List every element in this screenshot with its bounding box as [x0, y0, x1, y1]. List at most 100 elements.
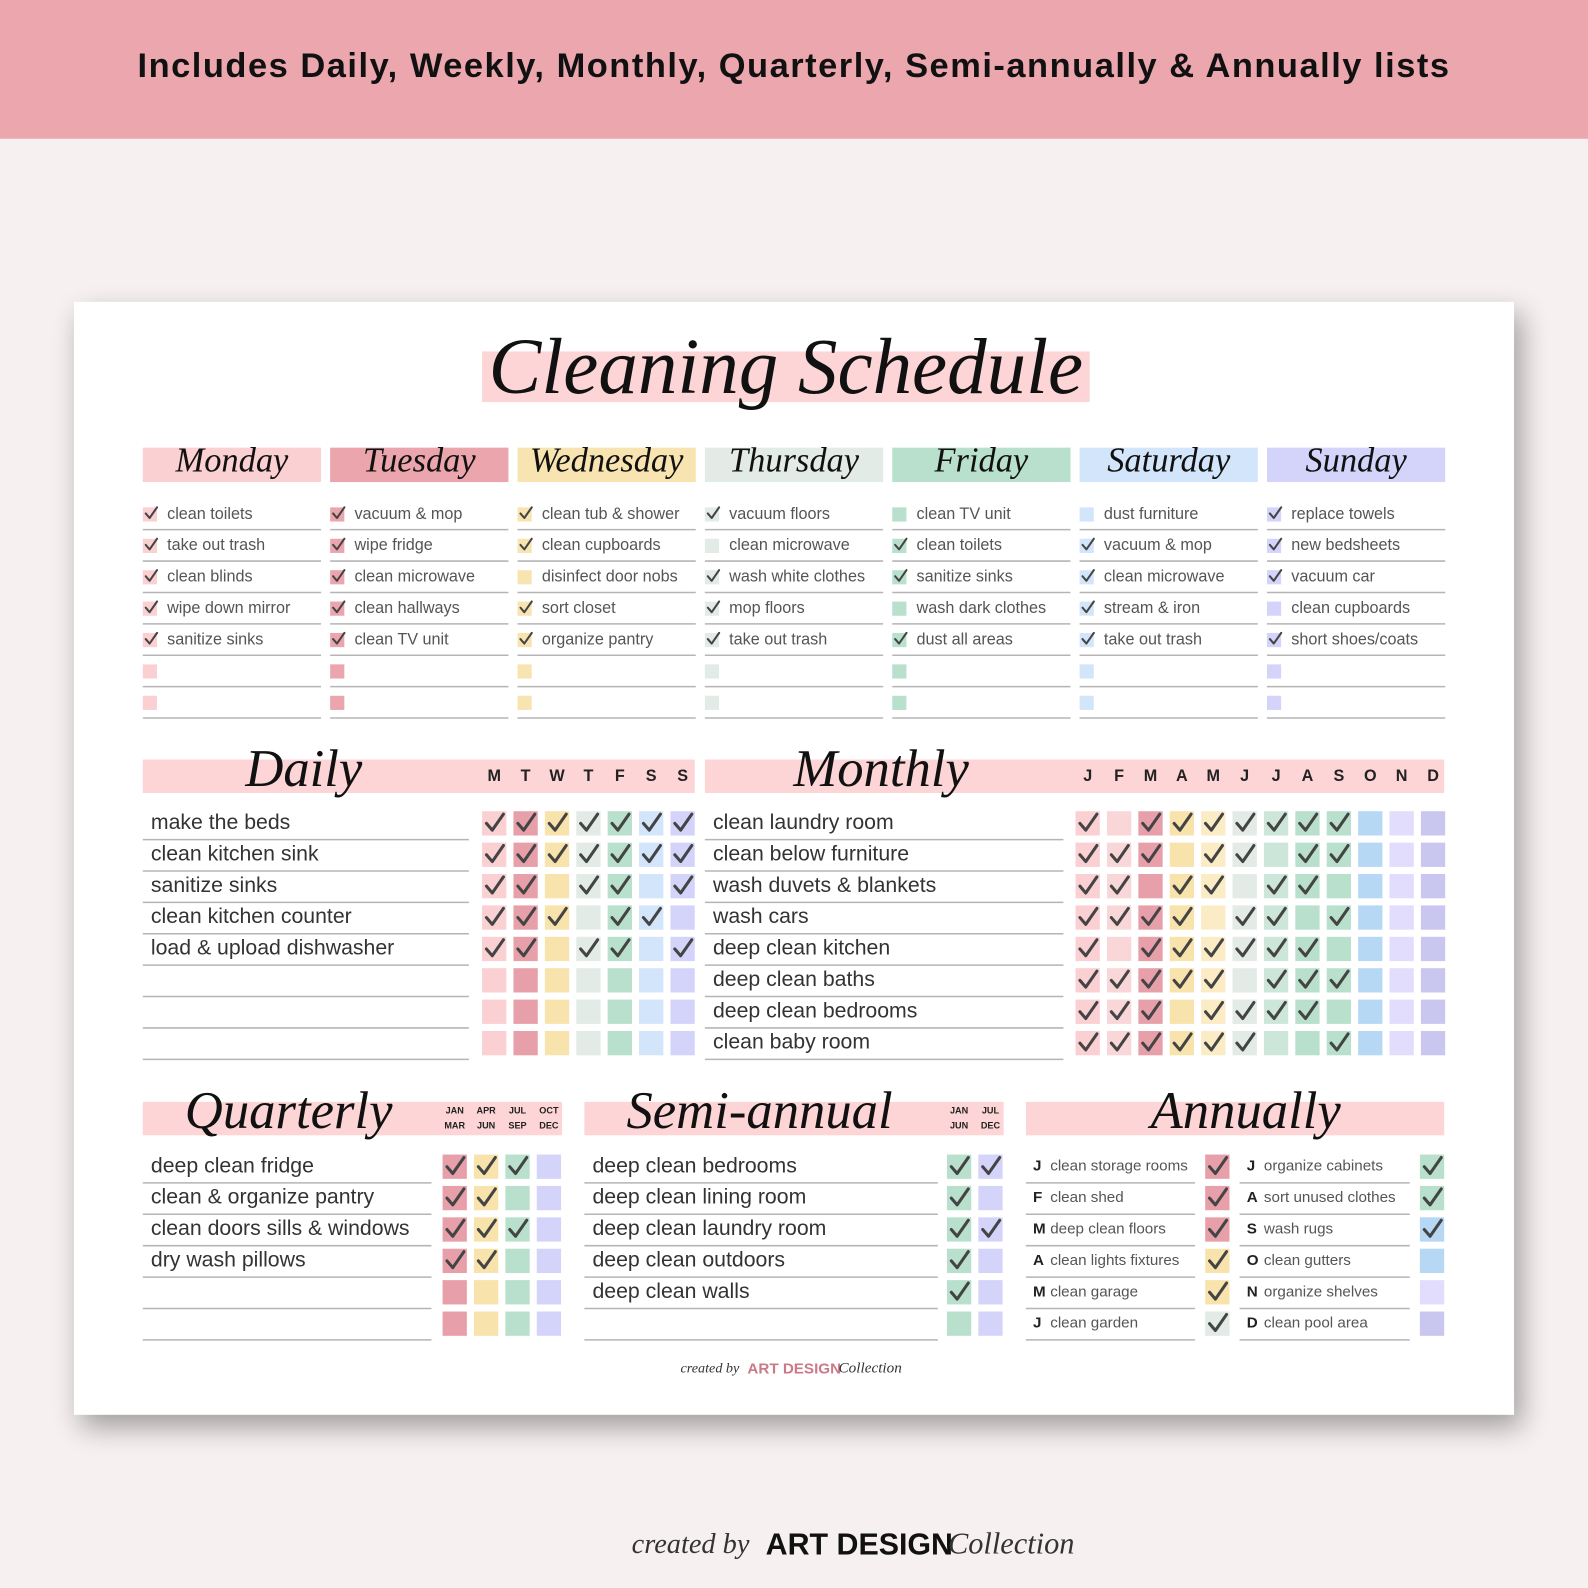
- checkbox: [142, 695, 157, 710]
- checkmark: [1266, 812, 1287, 832]
- checkmark: [1329, 969, 1350, 989]
- checkmark: [610, 812, 631, 832]
- section-band: [1025, 1101, 1445, 1136]
- task: clean microwave: [1104, 568, 1225, 586]
- checkbox: [1079, 664, 1094, 679]
- checkmark: [1141, 1000, 1162, 1021]
- checkmark: [981, 1218, 1002, 1238]
- checkmark: [516, 938, 537, 958]
- task: vacuum & mop: [1104, 536, 1212, 554]
- footer-brand: ART DESIGN: [747, 1360, 841, 1377]
- checkmark: [673, 812, 694, 832]
- checkbox: [505, 1280, 530, 1305]
- checkmark: [1109, 875, 1130, 895]
- checkmark: [1141, 844, 1162, 864]
- checkmark: [1329, 906, 1350, 926]
- checkmark: [332, 537, 346, 551]
- column-label: JUL: [509, 1105, 527, 1115]
- checkbox: [473, 1311, 499, 1336]
- footer-created-by: created by: [632, 1529, 750, 1560]
- month-letter: M: [1033, 1221, 1046, 1238]
- task: deep clean outdoors: [592, 1247, 785, 1271]
- checkmark: [1266, 1000, 1287, 1021]
- checkbox: [505, 1311, 530, 1336]
- checkbox: [1106, 936, 1132, 962]
- checkmark: [484, 875, 505, 895]
- checkmark: [610, 875, 631, 895]
- task: clean garden: [1050, 1315, 1138, 1332]
- task: stream & iron: [1104, 599, 1200, 617]
- task: deep clean floors: [1050, 1221, 1166, 1238]
- checkmark: [144, 569, 159, 582]
- task: clean TV unit: [917, 505, 1012, 523]
- checkmark: [1172, 969, 1193, 989]
- checkmark: [1422, 1155, 1443, 1176]
- checkbox: [1106, 811, 1132, 836]
- checkbox: [639, 874, 664, 899]
- checkmark: [1298, 969, 1319, 989]
- checkmark: [1078, 938, 1099, 958]
- checkbox: [1295, 1030, 1320, 1056]
- checkmark: [1081, 600, 1095, 614]
- checkbox: [892, 664, 907, 679]
- column-label: OCT: [539, 1105, 559, 1115]
- checkmark: [1172, 938, 1193, 958]
- checkmark: [1141, 938, 1162, 958]
- checkmark: [1172, 906, 1193, 926]
- checkbox: [482, 968, 507, 993]
- checkmark: [1266, 906, 1287, 926]
- checkbox: [670, 968, 695, 993]
- checkmark: [1078, 875, 1099, 895]
- checkbox: [1295, 905, 1320, 930]
- task: dust furniture: [1104, 505, 1198, 523]
- checkbox: [1420, 811, 1446, 836]
- section-band: [142, 759, 695, 793]
- checkbox: [1358, 905, 1383, 930]
- checkmark: [579, 875, 600, 895]
- checkmark: [1208, 1187, 1229, 1207]
- checkmark: [144, 537, 159, 551]
- checkmark: [547, 844, 568, 864]
- checkbox: [442, 1280, 467, 1305]
- checkmark: [516, 906, 537, 926]
- checkmark: [445, 1250, 466, 1270]
- checkmark: [1235, 906, 1256, 926]
- column-label: SEP: [508, 1121, 526, 1131]
- checkmark: [484, 906, 505, 926]
- task: wipe down mirror: [166, 599, 291, 617]
- footer-brand-script: Collection: [839, 1360, 902, 1377]
- checkmark: [1078, 906, 1099, 926]
- task: new bedsheets: [1291, 536, 1400, 554]
- checkmark: [610, 844, 631, 864]
- checkbox: [1420, 905, 1446, 930]
- task: organize pantry: [542, 630, 654, 648]
- checkbox: [1138, 874, 1163, 899]
- checkmark: [1298, 1000, 1319, 1021]
- checkmark: [641, 812, 662, 832]
- checkmark: [332, 569, 346, 582]
- column-label: S: [1333, 767, 1344, 785]
- checkbox: [704, 538, 720, 553]
- day-band: [1079, 447, 1258, 483]
- checkbox: [1358, 842, 1383, 867]
- checkbox: [544, 874, 570, 899]
- banner-text: Includes Daily, Weekly, Monthly, Quarter…: [137, 47, 1450, 85]
- checkmark: [1208, 1155, 1229, 1176]
- checkmark: [706, 506, 721, 520]
- checkmark: [1109, 906, 1130, 926]
- section-title: Semi-annual: [626, 1082, 892, 1140]
- checkmark: [1078, 844, 1099, 864]
- checkmark: [1298, 938, 1319, 958]
- checkmark: [673, 938, 694, 958]
- checkbox: [576, 968, 601, 993]
- task: take out trash: [167, 536, 265, 554]
- checkbox: [978, 1248, 1003, 1274]
- task: deep clean walls: [592, 1279, 749, 1303]
- section-band: [142, 1101, 563, 1136]
- task: sanitize sinks: [151, 873, 277, 897]
- checkmark: [1172, 875, 1193, 895]
- task: vacuum & mop: [354, 505, 462, 523]
- checkbox: [517, 570, 532, 585]
- column-label: APR: [477, 1105, 497, 1115]
- checkmark: [1298, 875, 1319, 895]
